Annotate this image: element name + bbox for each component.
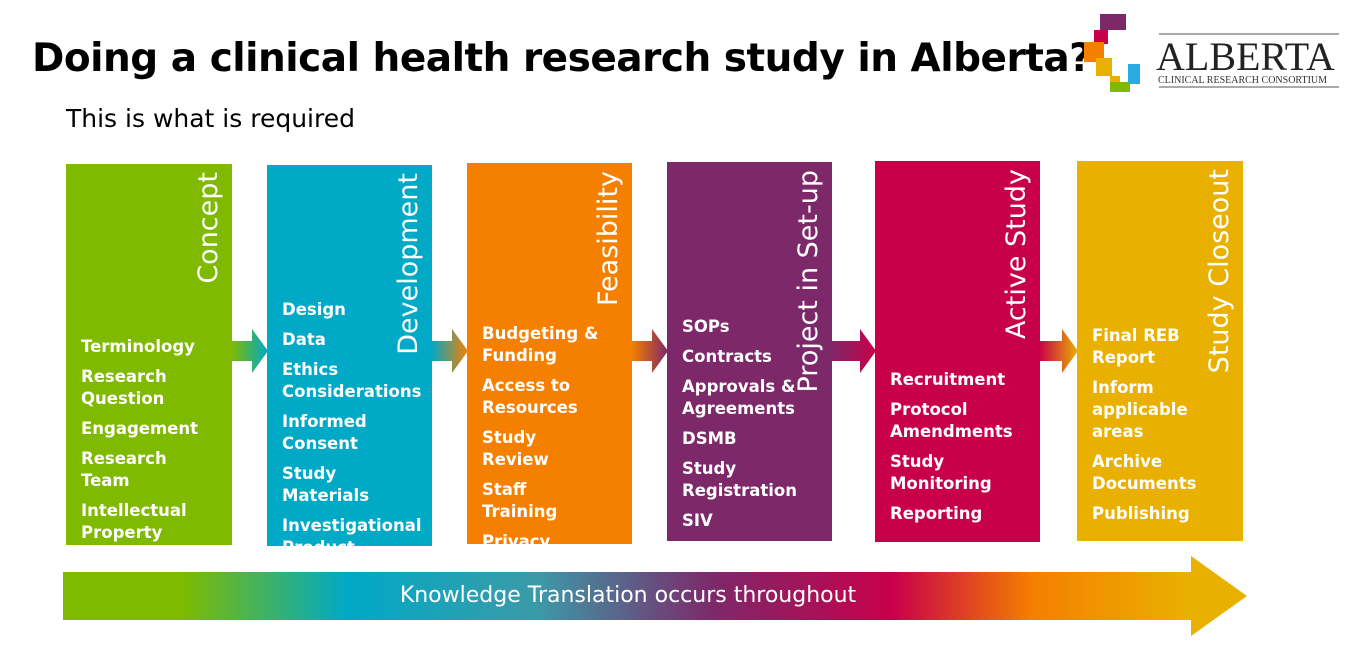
- stage-item: Ethics Considerations: [282, 360, 422, 401]
- stage-item: Privacy Considerations: [482, 532, 622, 573]
- connector-arrow: [1039, 329, 1078, 373]
- stage-item: Design: [282, 300, 346, 319]
- stage-item: Final REB Report: [1092, 326, 1180, 367]
- stage-item: Approvals & Agreements: [682, 377, 796, 418]
- stage-item: Intellectual Property: [81, 501, 187, 542]
- stage-item: Research Question: [81, 367, 167, 408]
- stage-items: Terminology Research Question Engagement Re…: [81, 336, 201, 552]
- stage-item: Recruitment: [890, 370, 1006, 389]
- connector-arrow: [831, 329, 876, 373]
- stage-item: Informed Consent: [282, 412, 367, 453]
- stage-development: Development Design Data Ethics Consideratio…: [267, 165, 432, 557]
- stage-item: Reporting: [890, 504, 983, 523]
- page-title: Doing a clinical health research study i…: [32, 36, 1092, 81]
- logo-square-red: [1094, 30, 1108, 44]
- logo-square-blue: [1128, 64, 1140, 84]
- stage-item: Budgeting & Funding: [482, 324, 599, 365]
- stage-project-in-set-up: Project in Set-up SOPs Contracts Approvals …: [667, 162, 832, 541]
- stage-item: Engagement: [81, 419, 198, 438]
- stage-item: Terminology: [81, 337, 195, 356]
- stage-active-study: Active Study Recruitment Protocol Amendmen…: [875, 161, 1040, 542]
- stage-item: Staff Training: [482, 480, 558, 521]
- knowledge-translation-arrow: [63, 556, 1247, 636]
- stage-concept: Concept Terminology Research Question Engag…: [66, 164, 232, 545]
- stage-title: Feasibility: [593, 171, 624, 306]
- stage-item: Access to Resources: [482, 376, 578, 417]
- stage-feasibility: Feasibility Budgeting & Funding Access to …: [467, 163, 632, 573]
- logo-name: ALBERTA: [1156, 34, 1335, 79]
- stage-items: Final REB Report Inform applicable areas A…: [1092, 325, 1212, 533]
- stage-item: Contracts: [682, 347, 772, 366]
- alberta-logo: ALBERTA CLINICAL RESEARCH CONSORTIUM: [1084, 14, 1339, 92]
- connector-arrow: [431, 329, 468, 373]
- logo-square-green: [1110, 82, 1130, 92]
- stage-items: Recruitment Protocol Amendments Study Moni…: [890, 369, 1013, 533]
- stage-item: Investigational Product: [282, 516, 422, 557]
- stage-item: Research Team: [81, 449, 167, 490]
- logo-square-purple: [1100, 14, 1126, 30]
- stage-items: Budgeting & Funding Access to Resources St…: [482, 323, 622, 583]
- stage-item: Study Registration: [682, 459, 797, 500]
- stage-title: Concept: [193, 172, 224, 284]
- connector-arrow: [231, 329, 268, 373]
- stage-item: Study Materials: [282, 464, 370, 505]
- page-subtitle: This is what is required: [66, 104, 355, 133]
- stage-item: DSMB: [682, 429, 737, 448]
- stage-item: Archive Documents: [1092, 452, 1197, 493]
- connector-arrow: [631, 329, 668, 373]
- stage-study-closeout: Study Closeout Final REB Report Inform app…: [1077, 161, 1243, 541]
- logo-square-orange: [1084, 42, 1104, 62]
- stage-item: Study Review: [482, 428, 549, 469]
- stage-item: Inform applicable areas: [1092, 378, 1188, 441]
- stage-item: SIV: [682, 511, 713, 530]
- stage-items: Design Data Ethics Considerations Informed …: [282, 299, 422, 567]
- stage-item: Publishing: [1092, 504, 1190, 523]
- knowledge-translation-label: Knowledge Translation occurs throughout: [399, 583, 857, 608]
- stage-item: Protocol Amendments: [890, 400, 1013, 441]
- stage-item: SOPs: [682, 317, 730, 336]
- stage-items: SOPs Contracts Approvals & Agreements DSMB S…: [682, 316, 802, 540]
- stage-item: Data: [282, 330, 326, 349]
- logo-tagline: CLINICAL RESEARCH CONSORTIUM: [1158, 75, 1327, 86]
- stage-title: Active Study: [1001, 169, 1032, 340]
- stage-item: Study Monitoring: [890, 452, 992, 493]
